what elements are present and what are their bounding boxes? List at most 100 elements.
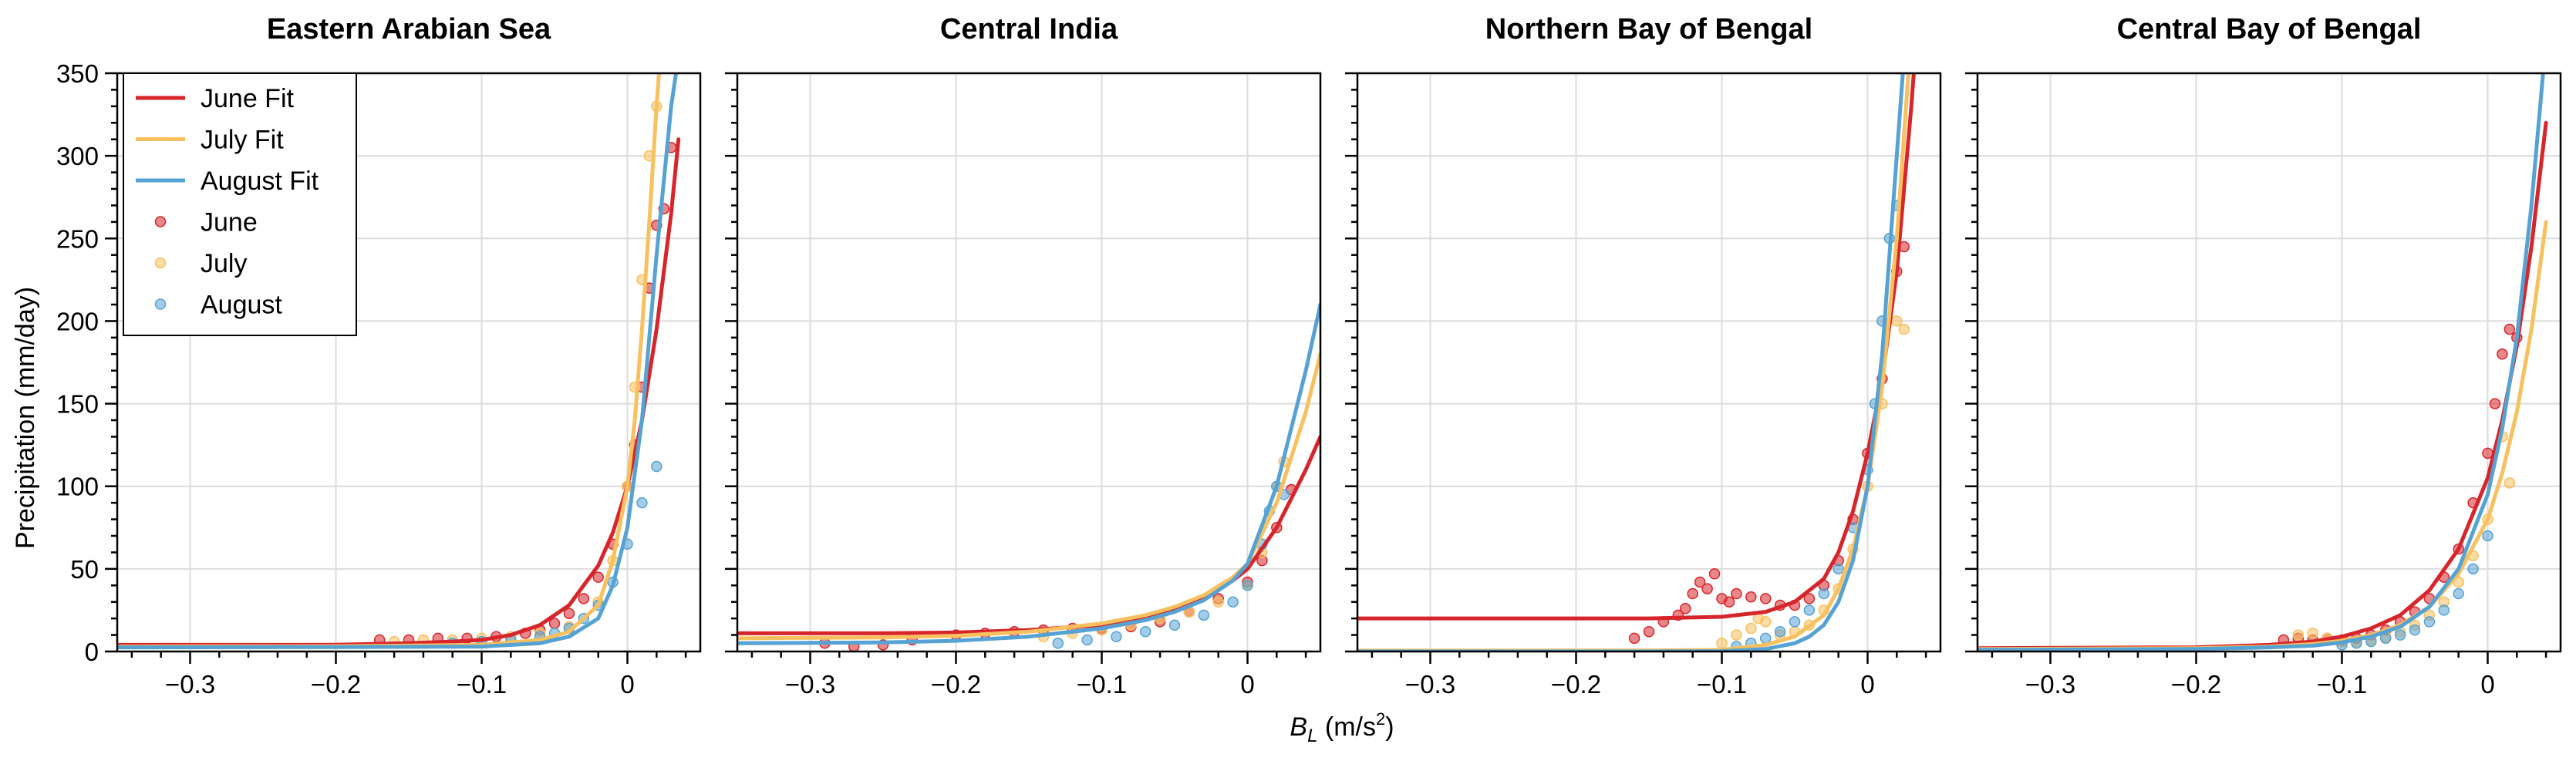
x-tick-label: 0 xyxy=(620,670,634,699)
x-tick-label: −0.1 xyxy=(1077,670,1127,699)
scatter-series-july xyxy=(388,100,663,648)
x-tick-label: 0 xyxy=(2480,670,2494,699)
data-point xyxy=(1723,596,1735,608)
data-point xyxy=(1745,591,1757,603)
data-point xyxy=(2307,628,2318,639)
y-tick-label: 100 xyxy=(56,473,99,501)
data-point xyxy=(548,618,561,629)
y-tick-label: 250 xyxy=(56,224,99,253)
data-point xyxy=(1759,632,1772,645)
data-point xyxy=(1708,568,1721,580)
panel-4: −0.3 −0.2 −0.1 0 Central Bay of Bengal xyxy=(1965,13,2562,699)
x-axis-label-part: ) xyxy=(1385,712,1394,742)
panel-1: −0.3 −0.2 −0.1 0 0 50 100 150 200 250 300 350 Easter… xyxy=(56,13,702,699)
x-tick-label: −0.3 xyxy=(785,670,835,699)
data-point xyxy=(578,593,590,604)
legend-marker-swatch xyxy=(154,216,167,227)
plot-area xyxy=(1357,73,1916,651)
data-point xyxy=(1227,596,1239,608)
fit-line-july-fit xyxy=(117,73,661,649)
data-point xyxy=(2438,604,2450,616)
plot-area xyxy=(1978,73,2548,651)
fit-line-june-fit xyxy=(1357,73,1916,621)
legend-label: June xyxy=(201,208,258,237)
panel-title: Central Bay of Bengal xyxy=(2117,13,2422,45)
x-tick-label: −0.3 xyxy=(2025,670,2075,699)
panel-frame xyxy=(736,72,1322,653)
legend-label: June Fit xyxy=(201,84,294,113)
data-point xyxy=(563,608,575,619)
data-point xyxy=(2292,629,2305,641)
data-point xyxy=(651,460,663,473)
data-point xyxy=(2467,563,2479,575)
data-point xyxy=(2482,530,2493,542)
data-point xyxy=(1111,631,1122,642)
y-tick-label: 300 xyxy=(56,142,99,170)
data-point xyxy=(636,497,648,509)
data-point xyxy=(1898,323,1910,335)
legend: June Fit July Fit August Fit June July August xyxy=(123,72,357,336)
x-tick-label: 0 xyxy=(1240,670,1254,699)
data-point xyxy=(1818,588,1830,600)
y-tick-label: 150 xyxy=(56,390,99,419)
data-point xyxy=(1212,596,1224,608)
y-tick-label: 200 xyxy=(56,307,99,335)
x-tick-label: −0.2 xyxy=(1551,670,1601,699)
data-point xyxy=(2489,398,2501,409)
y-axis-label: Precipitation (mm/day) xyxy=(11,287,40,549)
data-point xyxy=(1687,588,1698,600)
y-tick-label: 350 xyxy=(56,59,99,88)
x-tick-label: −0.2 xyxy=(2171,670,2221,699)
data-point xyxy=(1694,576,1706,588)
plot-area xyxy=(737,302,1320,651)
data-point xyxy=(1168,619,1181,631)
data-point xyxy=(1759,593,1772,604)
panels-layer: −0.3 −0.2 −0.1 0 0 50 100 150 200 250 300 350 Easter… xyxy=(56,13,2562,699)
fit-line-july-fit xyxy=(1357,73,1910,651)
data-point xyxy=(1745,622,1757,635)
data-point xyxy=(2453,588,2464,600)
data-point xyxy=(1803,593,1816,604)
panel-frame xyxy=(116,72,702,653)
data-point xyxy=(2504,477,2516,489)
fit-line-august-fit xyxy=(117,73,679,650)
data-point xyxy=(1628,632,1640,645)
fit-line-july-fit xyxy=(737,352,1320,641)
data-point xyxy=(2423,616,2436,628)
data-point xyxy=(1833,563,1844,575)
data-point xyxy=(2504,323,2516,335)
data-point xyxy=(1803,604,1816,616)
panel-frame xyxy=(1976,72,2562,653)
x-axis-label-part: L xyxy=(1307,726,1317,746)
panel-frame xyxy=(1356,72,1942,653)
panel-title: Northern Bay of Bengal xyxy=(1485,13,1812,45)
data-point xyxy=(2497,348,2508,360)
data-point xyxy=(1759,616,1772,628)
data-point xyxy=(1891,315,1903,327)
legend-marker-swatch xyxy=(154,298,167,310)
scatter-series-june xyxy=(1628,241,1910,645)
data-point xyxy=(2394,629,2406,641)
y-tick-label: 0 xyxy=(85,638,99,666)
x-axis-label-part: (m/s xyxy=(1317,712,1376,742)
panel-title: Central India xyxy=(940,13,1118,45)
x-tick-label: 0 xyxy=(1860,670,1874,699)
panel-2: −0.3 −0.2 −0.1 0 Central India xyxy=(725,13,1322,699)
x-tick-label: −0.1 xyxy=(457,670,507,699)
data-point xyxy=(1789,616,1801,628)
x-axis-label-part: B xyxy=(1290,712,1307,742)
data-point xyxy=(1081,634,1093,646)
x-tick-label: −0.2 xyxy=(931,670,981,699)
data-point xyxy=(1716,638,1728,649)
x-axis-label-part: 2 xyxy=(1376,709,1385,729)
data-point xyxy=(592,571,604,583)
x-tick-label: −0.1 xyxy=(1697,670,1747,699)
data-point xyxy=(1701,583,1713,594)
data-point xyxy=(1242,580,1253,591)
plot-area xyxy=(117,73,681,650)
legend-box xyxy=(123,72,357,336)
fit-line-august-fit xyxy=(1357,73,1905,651)
data-point xyxy=(1643,626,1655,638)
data-point xyxy=(1139,626,1151,638)
